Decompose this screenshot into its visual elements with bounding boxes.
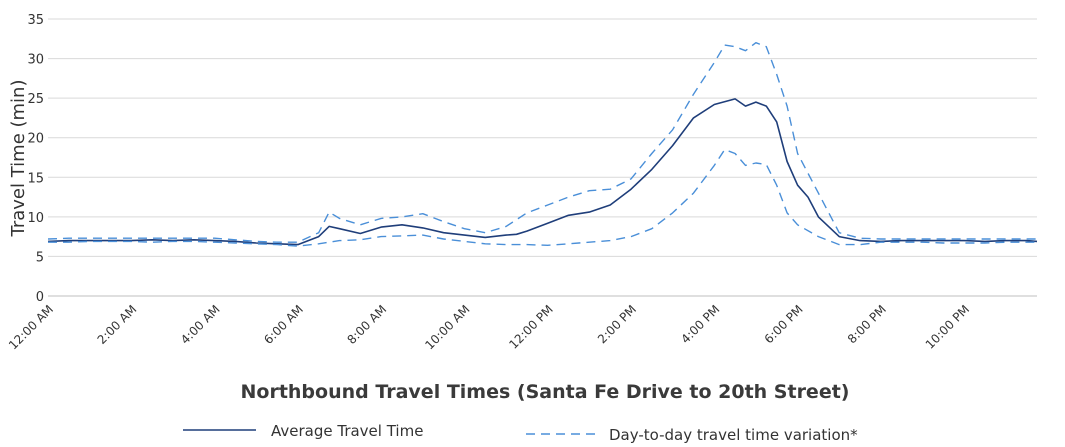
y-axis-ticks: 0 5 10 15 20 25 30 35	[27, 13, 44, 305]
y-tick-label: 20	[27, 132, 44, 147]
series-line-average	[47, 98, 1038, 246]
series-line-variation-lower	[48, 148, 1037, 247]
x-tick-label: 10:00 PM	[923, 302, 972, 351]
x-tick-label: 12:00 AM	[6, 302, 56, 352]
series-lines	[47, 42, 1038, 247]
legend-average-label: Average Travel Time	[271, 422, 423, 440]
x-tick-label: 2:00 AM	[95, 302, 140, 347]
y-tick-label: 0	[36, 290, 44, 305]
y-tick-label: 25	[27, 92, 44, 107]
x-tick-label: 4:00 PM	[678, 302, 722, 346]
x-tick-label: 2:00 PM	[595, 302, 639, 346]
y-axis-label: Travel Time (min)	[8, 80, 29, 238]
chart-title: Northbound Travel Times (Santa Fe Drive …	[241, 381, 850, 403]
legend-variation-label: Day-to-day travel time variation*	[609, 426, 858, 444]
y-tick-label: 30	[27, 53, 44, 68]
x-tick-label: 12:00 PM	[506, 302, 555, 351]
y-tick-label: 5	[36, 250, 44, 265]
y-tick-label: 10	[27, 211, 44, 226]
y-tick-label: 15	[27, 171, 44, 186]
x-tick-label: 4:00 AM	[178, 302, 223, 347]
x-tick-label: 8:00 PM	[845, 302, 889, 346]
y-tick-label: 35	[27, 13, 44, 28]
x-axis-ticks: 12:00 AM 2:00 AM 4:00 AM 6:00 AM 8:00 AM 10:0…	[6, 302, 972, 352]
x-tick-label: 6:00 PM	[762, 302, 806, 346]
gridlines	[48, 18, 1037, 297]
x-tick-label: 10:00 AM	[422, 302, 472, 352]
legend: Average Travel Time Day-to-day travel ti…	[183, 422, 858, 444]
x-tick-label: 8:00 AM	[344, 302, 389, 347]
series-line-variation-upper	[47, 42, 1037, 243]
x-tick-label: 6:00 AM	[261, 302, 306, 347]
